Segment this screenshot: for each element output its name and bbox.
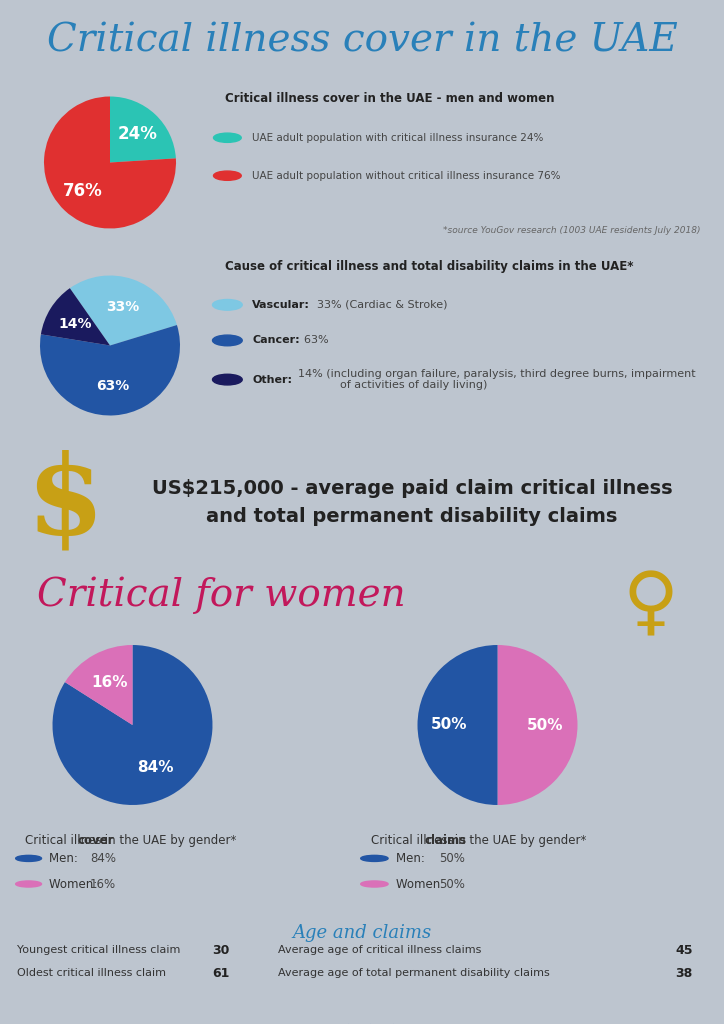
Text: Critical illness cover in the UAE: Critical illness cover in the UAE	[46, 23, 678, 59]
Text: Cancer:: Cancer:	[252, 336, 300, 345]
Text: 45: 45	[675, 944, 693, 956]
Wedge shape	[70, 275, 177, 345]
Text: Men:: Men:	[396, 852, 429, 865]
Text: claims: claims	[424, 835, 466, 848]
Text: Average age of critical illness claims: Average age of critical illness claims	[277, 945, 481, 955]
Text: Critical for women: Critical for women	[37, 577, 405, 614]
Text: 24%: 24%	[117, 125, 157, 142]
Circle shape	[361, 855, 388, 861]
Text: Critical illness: Critical illness	[25, 835, 111, 848]
Text: 33% (Cardiac & Stroke): 33% (Cardiac & Stroke)	[310, 300, 447, 310]
Text: 84%: 84%	[138, 760, 174, 774]
Text: Age and claims: Age and claims	[292, 924, 432, 942]
Text: Women:: Women:	[49, 878, 101, 891]
Circle shape	[214, 133, 241, 142]
Text: Oldest critical illness claim: Oldest critical illness claim	[17, 969, 166, 978]
Text: Youngest critical illness claim: Youngest critical illness claim	[17, 945, 180, 955]
Text: 63%: 63%	[297, 336, 329, 345]
Wedge shape	[53, 645, 213, 805]
Text: 84%: 84%	[90, 852, 116, 865]
Circle shape	[213, 374, 243, 385]
Text: Critical illness cover in the UAE - men and women: Critical illness cover in the UAE - men …	[225, 91, 555, 104]
Text: 50%: 50%	[439, 878, 465, 891]
Text: UAE adult population without critical illness insurance 76%: UAE adult population without critical il…	[252, 171, 560, 180]
Text: cover: cover	[78, 835, 114, 848]
Text: Men:: Men:	[49, 852, 82, 865]
Text: 30: 30	[213, 944, 230, 956]
Text: 33%: 33%	[106, 300, 140, 314]
Text: 14%: 14%	[59, 317, 93, 331]
Text: *source YouGov research (1003 UAE residents July 2018): *source YouGov research (1003 UAE reside…	[442, 226, 700, 236]
Text: ♀: ♀	[622, 568, 678, 642]
Text: Women:: Women:	[396, 878, 448, 891]
Circle shape	[214, 171, 241, 180]
Text: Other:: Other:	[252, 375, 292, 385]
Text: 61: 61	[213, 967, 230, 980]
Circle shape	[16, 881, 41, 887]
Wedge shape	[40, 325, 180, 416]
Text: 14% (including organ failure, paralysis, third degree burns, impairment
        : 14% (including organ failure, paralysis,…	[291, 369, 695, 390]
Text: US$215,000 - average paid claim critical illness
and total permanent disability : US$215,000 - average paid claim critical…	[152, 479, 673, 526]
Text: Average age of total permanent disability claims: Average age of total permanent disabilit…	[277, 969, 550, 978]
Text: 63%: 63%	[96, 379, 130, 393]
Circle shape	[213, 299, 243, 310]
Text: 50%: 50%	[527, 718, 564, 732]
Text: Vascular:: Vascular:	[252, 300, 310, 310]
Text: ≈≈≈: ≈≈≈	[327, 1016, 397, 1024]
Text: 50%: 50%	[432, 718, 468, 732]
Text: in the UAE by gender*: in the UAE by gender*	[451, 835, 586, 848]
Wedge shape	[65, 645, 132, 725]
Wedge shape	[41, 288, 110, 345]
Text: Cause of critical illness and total disability claims in the UAE*: Cause of critical illness and total disa…	[225, 260, 634, 273]
Text: 76%: 76%	[63, 182, 103, 201]
Circle shape	[16, 855, 41, 861]
Circle shape	[361, 881, 388, 887]
Text: 16%: 16%	[91, 676, 127, 690]
Text: 50%: 50%	[439, 852, 465, 865]
Circle shape	[213, 335, 243, 346]
Wedge shape	[44, 96, 176, 228]
Text: in the UAE by gender*: in the UAE by gender*	[101, 835, 237, 848]
Text: $: $	[26, 449, 104, 556]
Text: Critical illness: Critical illness	[371, 835, 457, 848]
Text: 38: 38	[675, 967, 693, 980]
Wedge shape	[110, 96, 176, 163]
Wedge shape	[497, 645, 578, 805]
Text: 16%: 16%	[90, 878, 116, 891]
Wedge shape	[418, 645, 497, 805]
Text: UAE adult population with critical illness insurance 24%: UAE adult population with critical illne…	[252, 133, 544, 142]
